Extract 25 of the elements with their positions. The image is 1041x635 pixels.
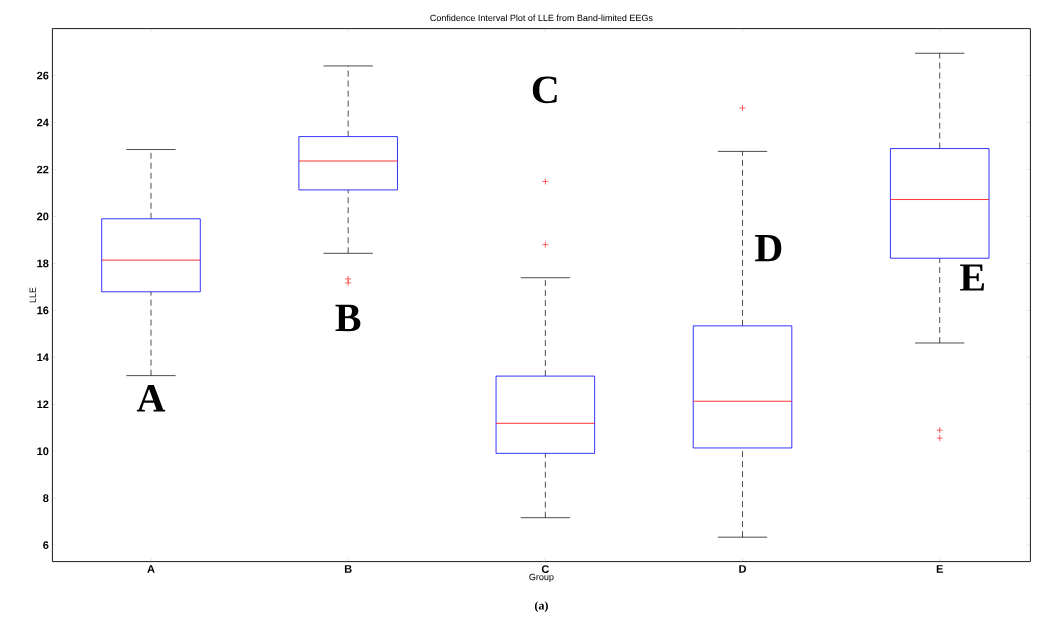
- y-tick-label: 12: [37, 400, 49, 409]
- x-axis-title: Group: [529, 573, 554, 582]
- x-tick-label: D: [739, 565, 747, 573]
- annotation: E: [960, 264, 984, 291]
- annotation: C: [532, 76, 557, 104]
- y-tick-label: 22: [37, 165, 49, 174]
- y-tick-label: 8: [43, 494, 49, 503]
- y-tick-label: 24: [37, 118, 49, 127]
- y-tick-label: 18: [37, 259, 49, 268]
- y-tick-label: 6: [43, 541, 49, 550]
- y-axis-title: LLE: [29, 287, 36, 303]
- y-tick-label: 10: [37, 447, 49, 456]
- y-tick-label: 14: [37, 353, 49, 362]
- text: (a): [534, 601, 548, 613]
- y-tick-label: 16: [37, 306, 49, 315]
- x-tick-label: C: [541, 565, 550, 573]
- annotation: B: [335, 304, 361, 332]
- chart-title: Confidence Interval Plot of LLE from Band-limited EEGs: [430, 14, 653, 22]
- annotation: A: [136, 384, 166, 412]
- x-tick-label: B: [344, 565, 352, 573]
- x-tick-label: E: [936, 565, 943, 573]
- x-tick-label: A: [147, 565, 155, 573]
- y-tick-label: 20: [37, 212, 49, 221]
- y-tick-label: 26: [37, 71, 49, 80]
- annotation: D: [755, 235, 782, 262]
